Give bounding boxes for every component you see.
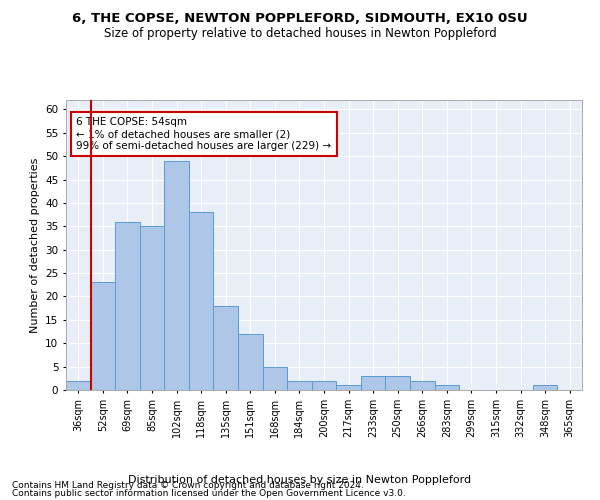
Bar: [214, 306, 238, 390]
Bar: [91, 282, 115, 390]
Bar: [434, 386, 459, 390]
Bar: [287, 380, 312, 390]
Bar: [533, 386, 557, 390]
Bar: [140, 226, 164, 390]
Bar: [164, 161, 189, 390]
Text: Distribution of detached houses by size in Newton Poppleford: Distribution of detached houses by size …: [128, 475, 472, 485]
Text: Contains HM Land Registry data © Crown copyright and database right 2024.: Contains HM Land Registry data © Crown c…: [12, 480, 364, 490]
Bar: [263, 366, 287, 390]
Text: Contains public sector information licensed under the Open Government Licence v3: Contains public sector information licen…: [12, 489, 406, 498]
Bar: [336, 386, 361, 390]
Bar: [238, 334, 263, 390]
Text: Size of property relative to detached houses in Newton Poppleford: Size of property relative to detached ho…: [104, 28, 496, 40]
Text: 6 THE COPSE: 54sqm
← 1% of detached houses are smaller (2)
99% of semi-detached : 6 THE COPSE: 54sqm ← 1% of detached hous…: [76, 118, 331, 150]
Bar: [410, 380, 434, 390]
Bar: [189, 212, 214, 390]
Y-axis label: Number of detached properties: Number of detached properties: [29, 158, 40, 332]
Bar: [312, 380, 336, 390]
Bar: [115, 222, 140, 390]
Bar: [361, 376, 385, 390]
Bar: [66, 380, 91, 390]
Bar: [385, 376, 410, 390]
Text: 6, THE COPSE, NEWTON POPPLEFORD, SIDMOUTH, EX10 0SU: 6, THE COPSE, NEWTON POPPLEFORD, SIDMOUT…: [72, 12, 528, 26]
